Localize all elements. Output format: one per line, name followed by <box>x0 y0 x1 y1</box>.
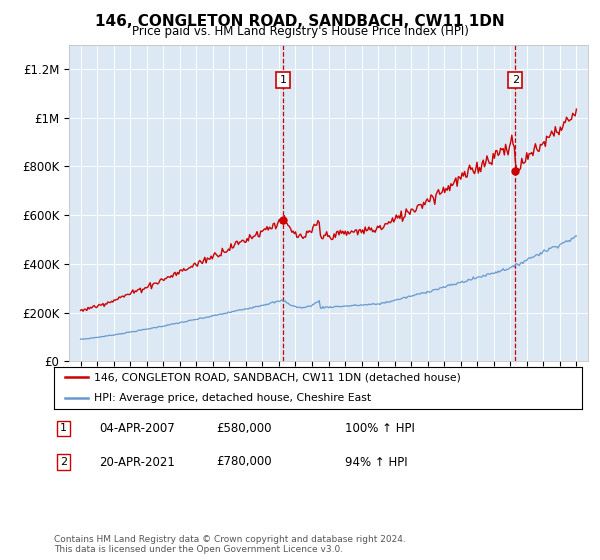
Text: 2: 2 <box>60 457 67 467</box>
Text: 146, CONGLETON ROAD, SANDBACH, CW11 1DN: 146, CONGLETON ROAD, SANDBACH, CW11 1DN <box>95 14 505 29</box>
Text: 2: 2 <box>512 75 519 85</box>
Text: HPI: Average price, detached house, Cheshire East: HPI: Average price, detached house, Ches… <box>94 393 371 403</box>
Text: 04-APR-2007: 04-APR-2007 <box>99 422 175 435</box>
Text: £580,000: £580,000 <box>216 422 271 435</box>
Text: Price paid vs. HM Land Registry's House Price Index (HPI): Price paid vs. HM Land Registry's House … <box>131 25 469 38</box>
Text: 20-APR-2021: 20-APR-2021 <box>99 455 175 469</box>
Text: 146, CONGLETON ROAD, SANDBACH, CW11 1DN (detached house): 146, CONGLETON ROAD, SANDBACH, CW11 1DN … <box>94 372 460 382</box>
Text: 1: 1 <box>280 75 287 85</box>
Text: 94% ↑ HPI: 94% ↑ HPI <box>345 455 407 469</box>
Text: £780,000: £780,000 <box>216 455 272 469</box>
Text: 1: 1 <box>60 423 67 433</box>
Text: Contains HM Land Registry data © Crown copyright and database right 2024.
This d: Contains HM Land Registry data © Crown c… <box>54 535 406 554</box>
Text: 100% ↑ HPI: 100% ↑ HPI <box>345 422 415 435</box>
